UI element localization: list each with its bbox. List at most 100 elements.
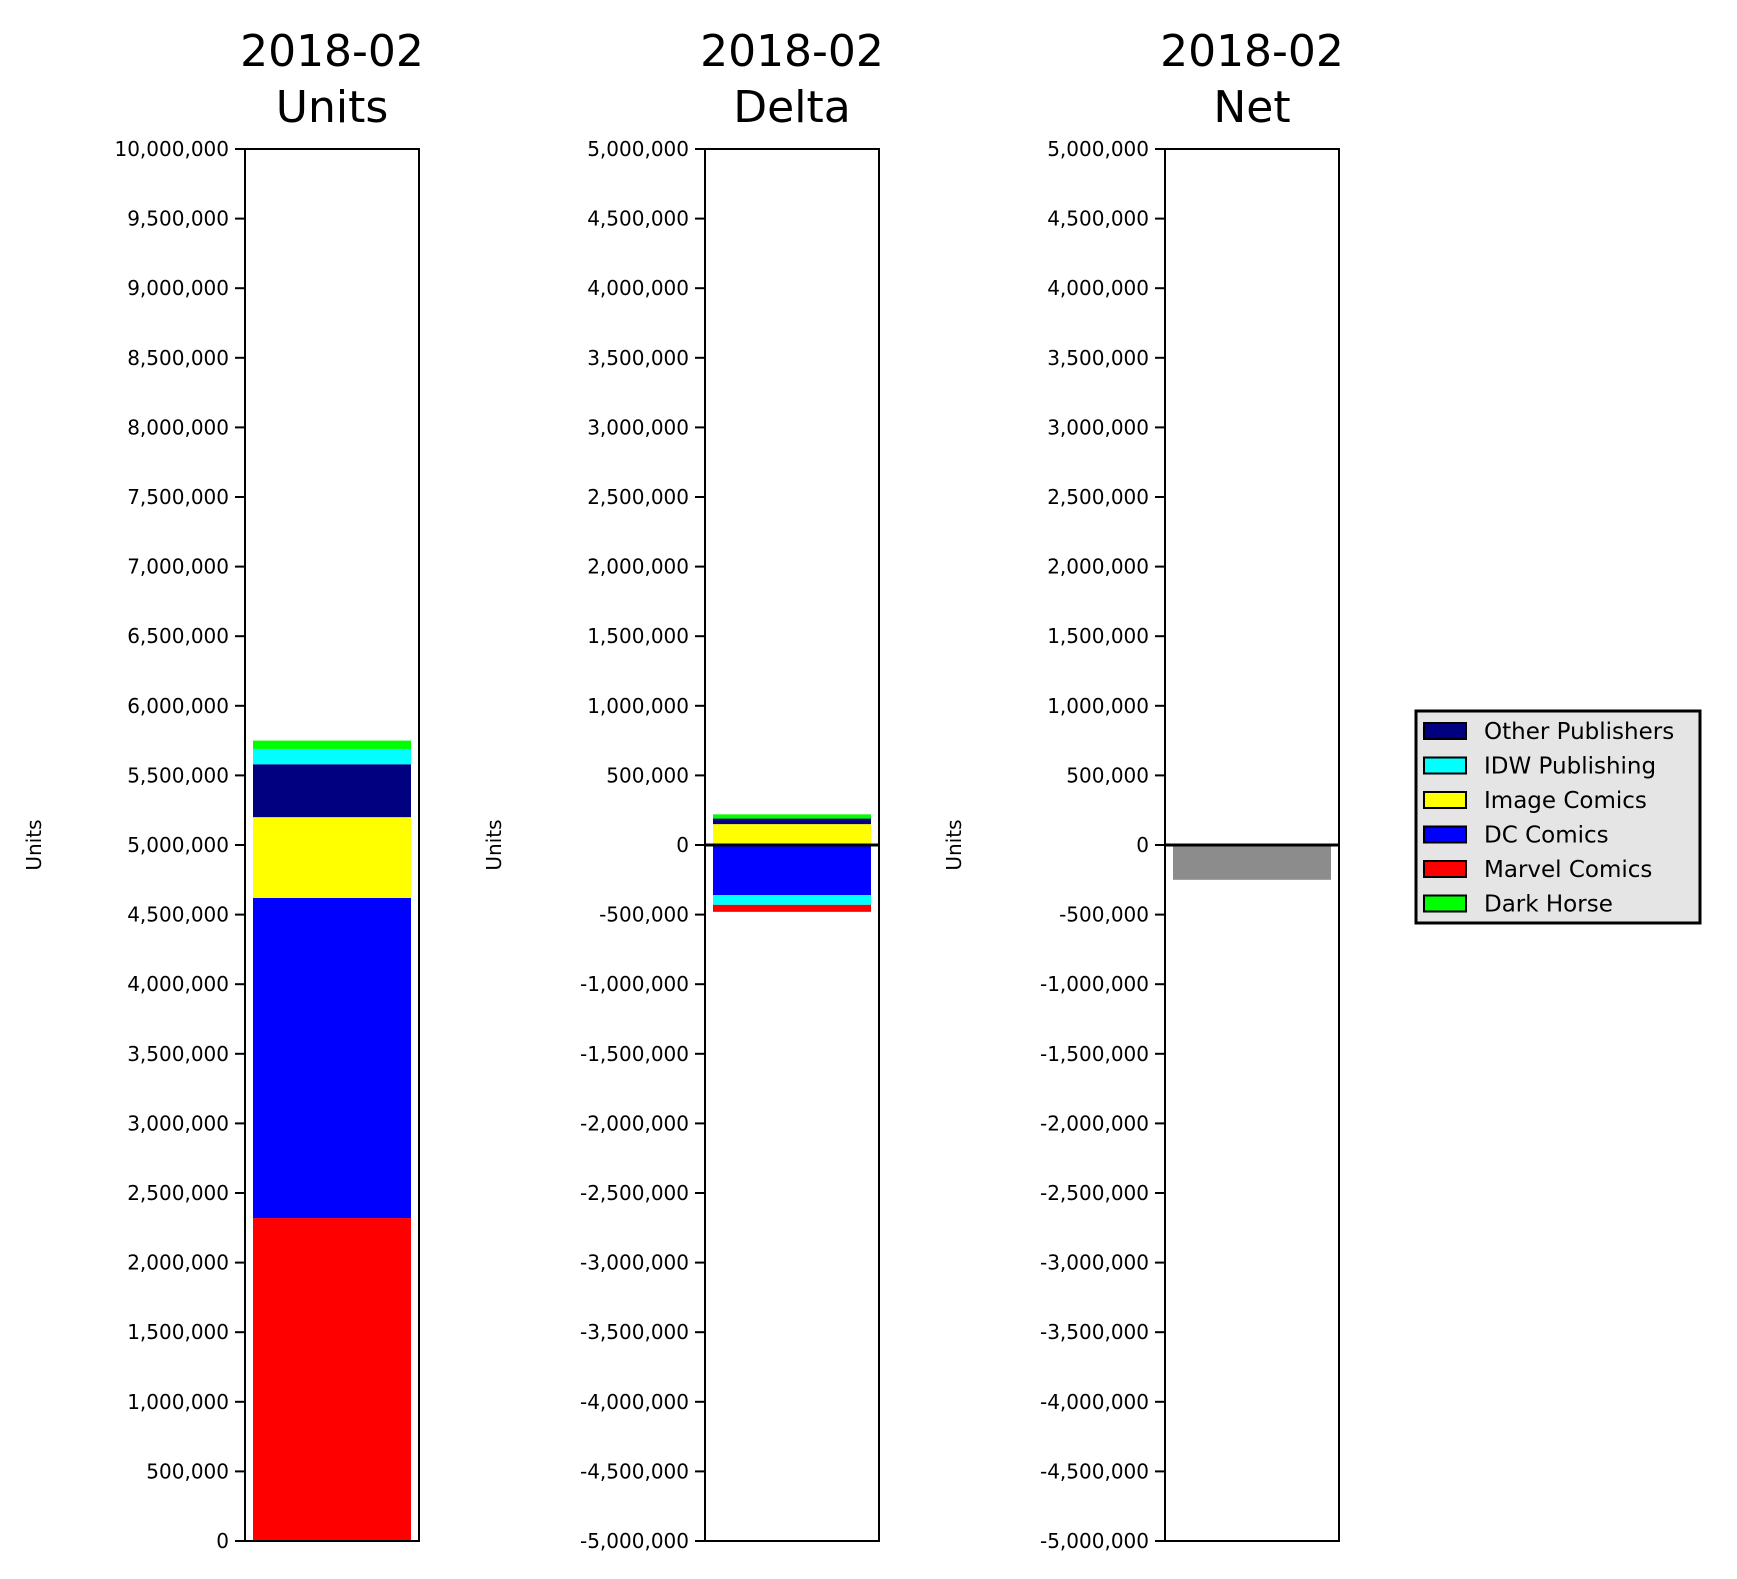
y-tick-label: -5,000,000 xyxy=(580,1529,689,1553)
y-tick-label: 2,000,000 xyxy=(587,555,689,579)
y-tick-label: 7,500,000 xyxy=(127,485,229,509)
axes-frame xyxy=(1164,148,1340,1542)
legend: Other Publishers IDW Publishing Image Comi… xyxy=(1414,709,1702,925)
bar-segment-dc-comics xyxy=(713,845,871,896)
bar-segment-image-comics xyxy=(253,817,411,898)
y-tick-label: 1,500,000 xyxy=(1047,624,1149,648)
legend-label: Dark Horse xyxy=(1484,892,1613,918)
axes-frame xyxy=(244,148,420,1542)
y-tick-label: 5,000,000 xyxy=(127,833,229,857)
bar-segment-dark-horse xyxy=(253,740,411,749)
legend-swatch-dark-horse xyxy=(1423,894,1467,913)
y-tick-label: 4,500,000 xyxy=(1047,207,1149,231)
y-tick-label: -4,500,000 xyxy=(1040,1459,1149,1483)
y-tick-label: 9,000,000 xyxy=(127,276,229,300)
y-tick-label: 5,000,000 xyxy=(587,137,689,161)
y-tick-label: -2,500,000 xyxy=(1040,1181,1149,1205)
y-axis-label: Units xyxy=(482,819,506,870)
y-tick-label: 4,000,000 xyxy=(587,276,689,300)
subplot-1: 2018-02UnitsUnits0500,0001,000,0001,500,… xyxy=(22,26,424,1553)
bar-segment-net xyxy=(1173,845,1331,880)
y-tick-label: 4,000,000 xyxy=(1047,276,1149,300)
y-tick-label: 5,000,000 xyxy=(1047,137,1149,161)
bar-segment-marvel-comics xyxy=(253,1218,411,1541)
y-tick-label: -500,000 xyxy=(599,903,689,927)
y-tick-label: 2,500,000 xyxy=(127,1181,229,1205)
y-tick-label: -5,000,000 xyxy=(1040,1529,1149,1553)
subplot-title-line1: 2018-02 xyxy=(240,26,424,77)
bar-segment-idw-publishing xyxy=(253,748,411,765)
y-tick-label: -500,000 xyxy=(1059,903,1149,927)
subplot-title-line2: Net xyxy=(1213,82,1290,133)
y-tick-label: 3,500,000 xyxy=(1047,346,1149,370)
y-tick-label: -4,000,000 xyxy=(580,1390,689,1414)
bar-segment-image-comics xyxy=(713,824,871,845)
y-tick-label: -3,500,000 xyxy=(580,1320,689,1344)
bar-segment-other-publishers xyxy=(713,818,871,825)
legend-frame xyxy=(1414,709,1702,925)
y-tick-label: -1,500,000 xyxy=(580,1042,689,1066)
y-tick-label: 4,500,000 xyxy=(127,903,229,927)
y-tick-label: 2,000,000 xyxy=(127,1251,229,1275)
legend-label: Marvel Comics xyxy=(1484,857,1652,883)
y-tick-label: 1,000,000 xyxy=(587,694,689,718)
subplot-title-line1: 2018-02 xyxy=(1160,26,1344,77)
y-tick-label: 1,500,000 xyxy=(587,624,689,648)
bar-segment-dark-horse xyxy=(713,814,871,819)
legend-swatch-dc-comics xyxy=(1423,825,1467,844)
y-tick-label: 4,500,000 xyxy=(587,207,689,231)
legend-swatch-image-comics xyxy=(1423,791,1467,809)
y-tick-label: -3,000,000 xyxy=(580,1251,689,1275)
legend-label: Image Comics xyxy=(1484,788,1647,814)
bar-segment-idw-publishing xyxy=(713,895,871,905)
legend-label: Other Publishers xyxy=(1484,719,1674,745)
y-tick-label: -2,500,000 xyxy=(580,1181,689,1205)
y-tick-label: 7,000,000 xyxy=(127,555,229,579)
subplot-title-line1: 2018-02 xyxy=(700,26,884,77)
y-tick-label: -1,000,000 xyxy=(580,972,689,996)
y-tick-label: 2,500,000 xyxy=(587,485,689,509)
y-tick-label: 3,500,000 xyxy=(587,346,689,370)
y-tick-label: 6,000,000 xyxy=(127,694,229,718)
bar-segment-marvel-comics xyxy=(713,904,871,912)
y-tick-label: -4,500,000 xyxy=(580,1459,689,1483)
y-tick-label: 0 xyxy=(1136,833,1149,857)
y-tick-label: 2,000,000 xyxy=(1047,555,1149,579)
legend-swatch-idw-publishing xyxy=(1423,756,1467,775)
y-tick-label: 3,000,000 xyxy=(127,1111,229,1135)
bar-segment-other-publishers xyxy=(253,764,411,818)
y-tick-label: 2,500,000 xyxy=(1047,485,1149,509)
y-tick-label: -2,000,000 xyxy=(1040,1111,1149,1135)
bar-segment-dc-comics xyxy=(253,897,411,1219)
y-tick-label: 500,000 xyxy=(606,763,689,787)
y-tick-label: 1,000,000 xyxy=(127,1390,229,1414)
y-tick-label: 1,500,000 xyxy=(127,1320,229,1344)
y-tick-label: 0 xyxy=(676,833,689,857)
legend-label: IDW Publishing xyxy=(1484,754,1656,780)
y-axis-label: Units xyxy=(942,819,966,870)
y-tick-label: 500,000 xyxy=(1066,763,1149,787)
y-axis-label: Units xyxy=(22,819,46,870)
legend-swatch-marvel-comics xyxy=(1423,860,1467,878)
y-tick-label: -3,500,000 xyxy=(1040,1320,1149,1344)
y-tick-label: 1,000,000 xyxy=(1047,694,1149,718)
y-tick-label: -4,000,000 xyxy=(1040,1390,1149,1414)
y-tick-label: 8,000,000 xyxy=(127,415,229,439)
y-tick-label: -1,500,000 xyxy=(1040,1042,1149,1066)
y-tick-label: 9,500,000 xyxy=(127,207,229,231)
y-tick-label: 3,000,000 xyxy=(587,415,689,439)
y-tick-label: 500,000 xyxy=(146,1459,229,1483)
y-tick-label: 3,000,000 xyxy=(1047,415,1149,439)
subplot-title-line2: Delta xyxy=(733,82,850,133)
legend-swatch-other-publishers xyxy=(1423,722,1467,740)
y-tick-label: 10,000,000 xyxy=(114,137,229,161)
y-tick-label: 4,000,000 xyxy=(127,972,229,996)
y-tick-label: -2,000,000 xyxy=(580,1111,689,1135)
y-tick-label: 6,500,000 xyxy=(127,624,229,648)
y-tick-label: -3,000,000 xyxy=(1040,1251,1149,1275)
y-tick-label: 3,500,000 xyxy=(127,1042,229,1066)
subplot-title-line2: Units xyxy=(276,82,389,133)
